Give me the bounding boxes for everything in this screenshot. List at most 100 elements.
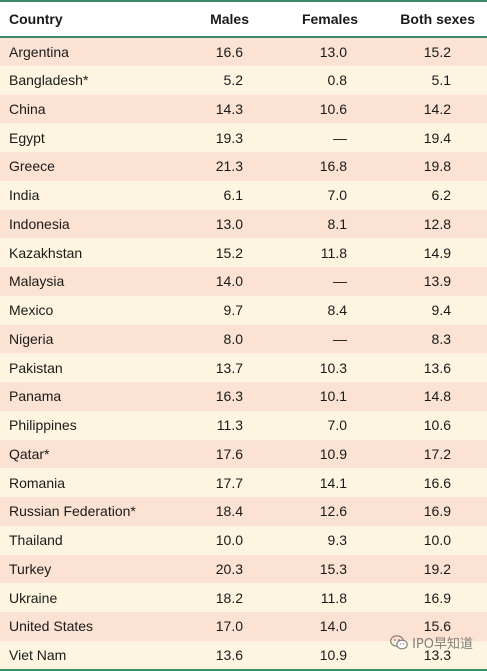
females-cell: 11.8 — [320, 244, 347, 261]
country-cell: Turkey — [9, 560, 52, 577]
country-cell: Russian Federation* — [9, 503, 136, 520]
males-cell: 13.7 — [215, 359, 243, 376]
females-cell: 9.3 — [327, 532, 347, 549]
both-sexes-cell: 10.6 — [423, 417, 451, 434]
wechat-icon — [390, 635, 408, 650]
both-sexes-cell: 10.0 — [423, 532, 451, 549]
table-row: Egypt 19.3 — 19.4 — [0, 123, 487, 152]
country-cell: Viet Nam — [0, 640, 187, 671]
column-header-both-sexes: Both sexes — [375, 0, 487, 38]
males-cell: 21.3 — [215, 158, 243, 175]
both-sexes-cell: 17.2 — [423, 445, 451, 462]
both-sexes-cell: 13.6 — [423, 359, 451, 376]
table-row: Viet Nam 13.6 10.9 13.3 — [0, 640, 487, 671]
females-cell: 8.1 — [327, 215, 347, 232]
table-body: Argentina 16.6 13.0 15.2 Bangladesh* 5.2 0.8 5.… — [0, 37, 487, 671]
country-cell: United States — [9, 618, 94, 635]
country-cell: Panama — [9, 388, 62, 405]
males-cell: 18.4 — [215, 503, 243, 520]
both-sexes-cell: 14.8 — [423, 388, 451, 405]
males-cell: 14.3 — [215, 100, 243, 117]
country-cell: Malaysia — [9, 273, 65, 290]
females-cell: 12.6 — [319, 503, 347, 520]
females-cell: 10.6 — [319, 100, 347, 117]
males-cell: 16.6 — [215, 43, 243, 60]
watermark-text: IPO早知道 — [412, 637, 473, 652]
both-sexes-cell: 15.2 — [423, 43, 451, 60]
males-cell: 17.6 — [215, 445, 243, 462]
both-sexes-cell: 6.2 — [431, 187, 451, 204]
country-cell: Romania — [9, 474, 66, 491]
country-cell: Nigeria — [9, 330, 54, 347]
females-cell: 11.8 — [320, 589, 347, 606]
country-cell: Indonesia — [9, 215, 70, 232]
table-row: Thailand 10.0 9.3 10.0 — [0, 525, 487, 555]
table-row: Malaysia 14.0 — 13.9 — [0, 267, 487, 296]
table-row: Qatar* 17.6 10.9 17.2 — [0, 439, 487, 469]
watermark: IPO早知道 — [390, 633, 473, 652]
males-cell: 20.3 — [215, 560, 243, 577]
males-cell: 9.7 — [223, 302, 243, 319]
country-cell: Argentina — [9, 43, 69, 60]
both-sexes-cell: 9.4 — [431, 302, 451, 319]
females-cell: 10.9 — [319, 445, 347, 462]
both-sexes-cell: 19.8 — [423, 158, 451, 175]
females-cell: 8.4 — [327, 302, 347, 319]
table-row: Philippines 11.3 7.0 10.6 — [0, 410, 487, 440]
females-cell: 0.8 — [327, 72, 347, 89]
country-cell: China — [9, 100, 46, 117]
both-sexes-cell: 15.6 — [423, 618, 451, 635]
females-cell: 7.0 — [327, 187, 347, 204]
country-cell: India — [9, 187, 40, 204]
females-cell: 15.3 — [319, 560, 347, 577]
both-sexes-cell: 16.6 — [423, 474, 451, 491]
table-row: Argentina 16.6 13.0 15.2 — [0, 37, 487, 66]
country-cell: Thailand — [9, 532, 63, 549]
table-row: Mexico 9.7 8.4 9.4 — [0, 295, 487, 325]
table-row: Greece 21.3 16.8 19.8 — [0, 152, 487, 181]
country-cell: Mexico — [9, 302, 54, 319]
country-cell: Egypt — [9, 129, 45, 146]
country-cell: Philippines — [9, 417, 77, 434]
table-row: Pakistan 13.7 10.3 13.6 — [0, 353, 487, 382]
table-row: Russian Federation* 18.4 12.6 16.9 — [0, 497, 487, 526]
table-row: China 14.3 10.6 14.2 — [0, 94, 487, 124]
females-cell: 10.1 — [319, 388, 347, 405]
males-cell: 10.0 — [215, 532, 243, 549]
females-cell: — — [333, 273, 347, 290]
males-cell: 13.6 — [187, 640, 273, 671]
males-cell: 11.3 — [216, 417, 243, 434]
males-cell: 17.0 — [215, 618, 243, 635]
table-header-row: Country Males Females Both sexes — [0, 0, 487, 38]
males-cell: 8.0 — [223, 330, 243, 347]
both-sexes-cell: 16.9 — [423, 503, 451, 520]
both-sexes-cell: 14.2 — [423, 100, 451, 117]
females-cell: 7.0 — [327, 417, 347, 434]
both-sexes-cell: 13.9 — [423, 273, 451, 290]
table-row: Bangladesh* 5.2 0.8 5.1 — [0, 65, 487, 95]
males-cell: 5.2 — [223, 72, 243, 89]
females-cell: 14.1 — [319, 474, 347, 491]
both-sexes-cell: 19.4 — [423, 129, 451, 146]
table-row: Indonesia 13.0 8.1 12.8 — [0, 209, 487, 239]
country-cell: Greece — [9, 158, 55, 175]
females-cell: 10.9 — [273, 640, 375, 671]
males-cell: 13.0 — [215, 215, 243, 232]
males-cell: 14.0 — [215, 273, 243, 290]
table-row: India 6.1 7.0 6.2 — [0, 180, 487, 210]
country-cell: Qatar* — [9, 445, 50, 462]
table-row: Romania 17.7 14.1 16.6 — [0, 468, 487, 497]
both-sexes-cell: 8.3 — [431, 330, 451, 347]
country-cell: Ukraine — [9, 589, 58, 606]
females-cell: 10.3 — [319, 359, 347, 376]
both-sexes-cell: 5.1 — [431, 72, 451, 89]
males-cell: 19.3 — [215, 129, 243, 146]
table-row: Nigeria 8.0 — 8.3 — [0, 324, 487, 354]
country-cell: Kazakhstan — [9, 244, 83, 261]
females-cell: 13.0 — [319, 43, 347, 60]
males-cell: 16.3 — [215, 388, 243, 405]
column-header-country: Country — [0, 0, 187, 38]
both-sexes-cell: 12.8 — [423, 215, 451, 232]
females-cell: 14.0 — [319, 618, 347, 635]
